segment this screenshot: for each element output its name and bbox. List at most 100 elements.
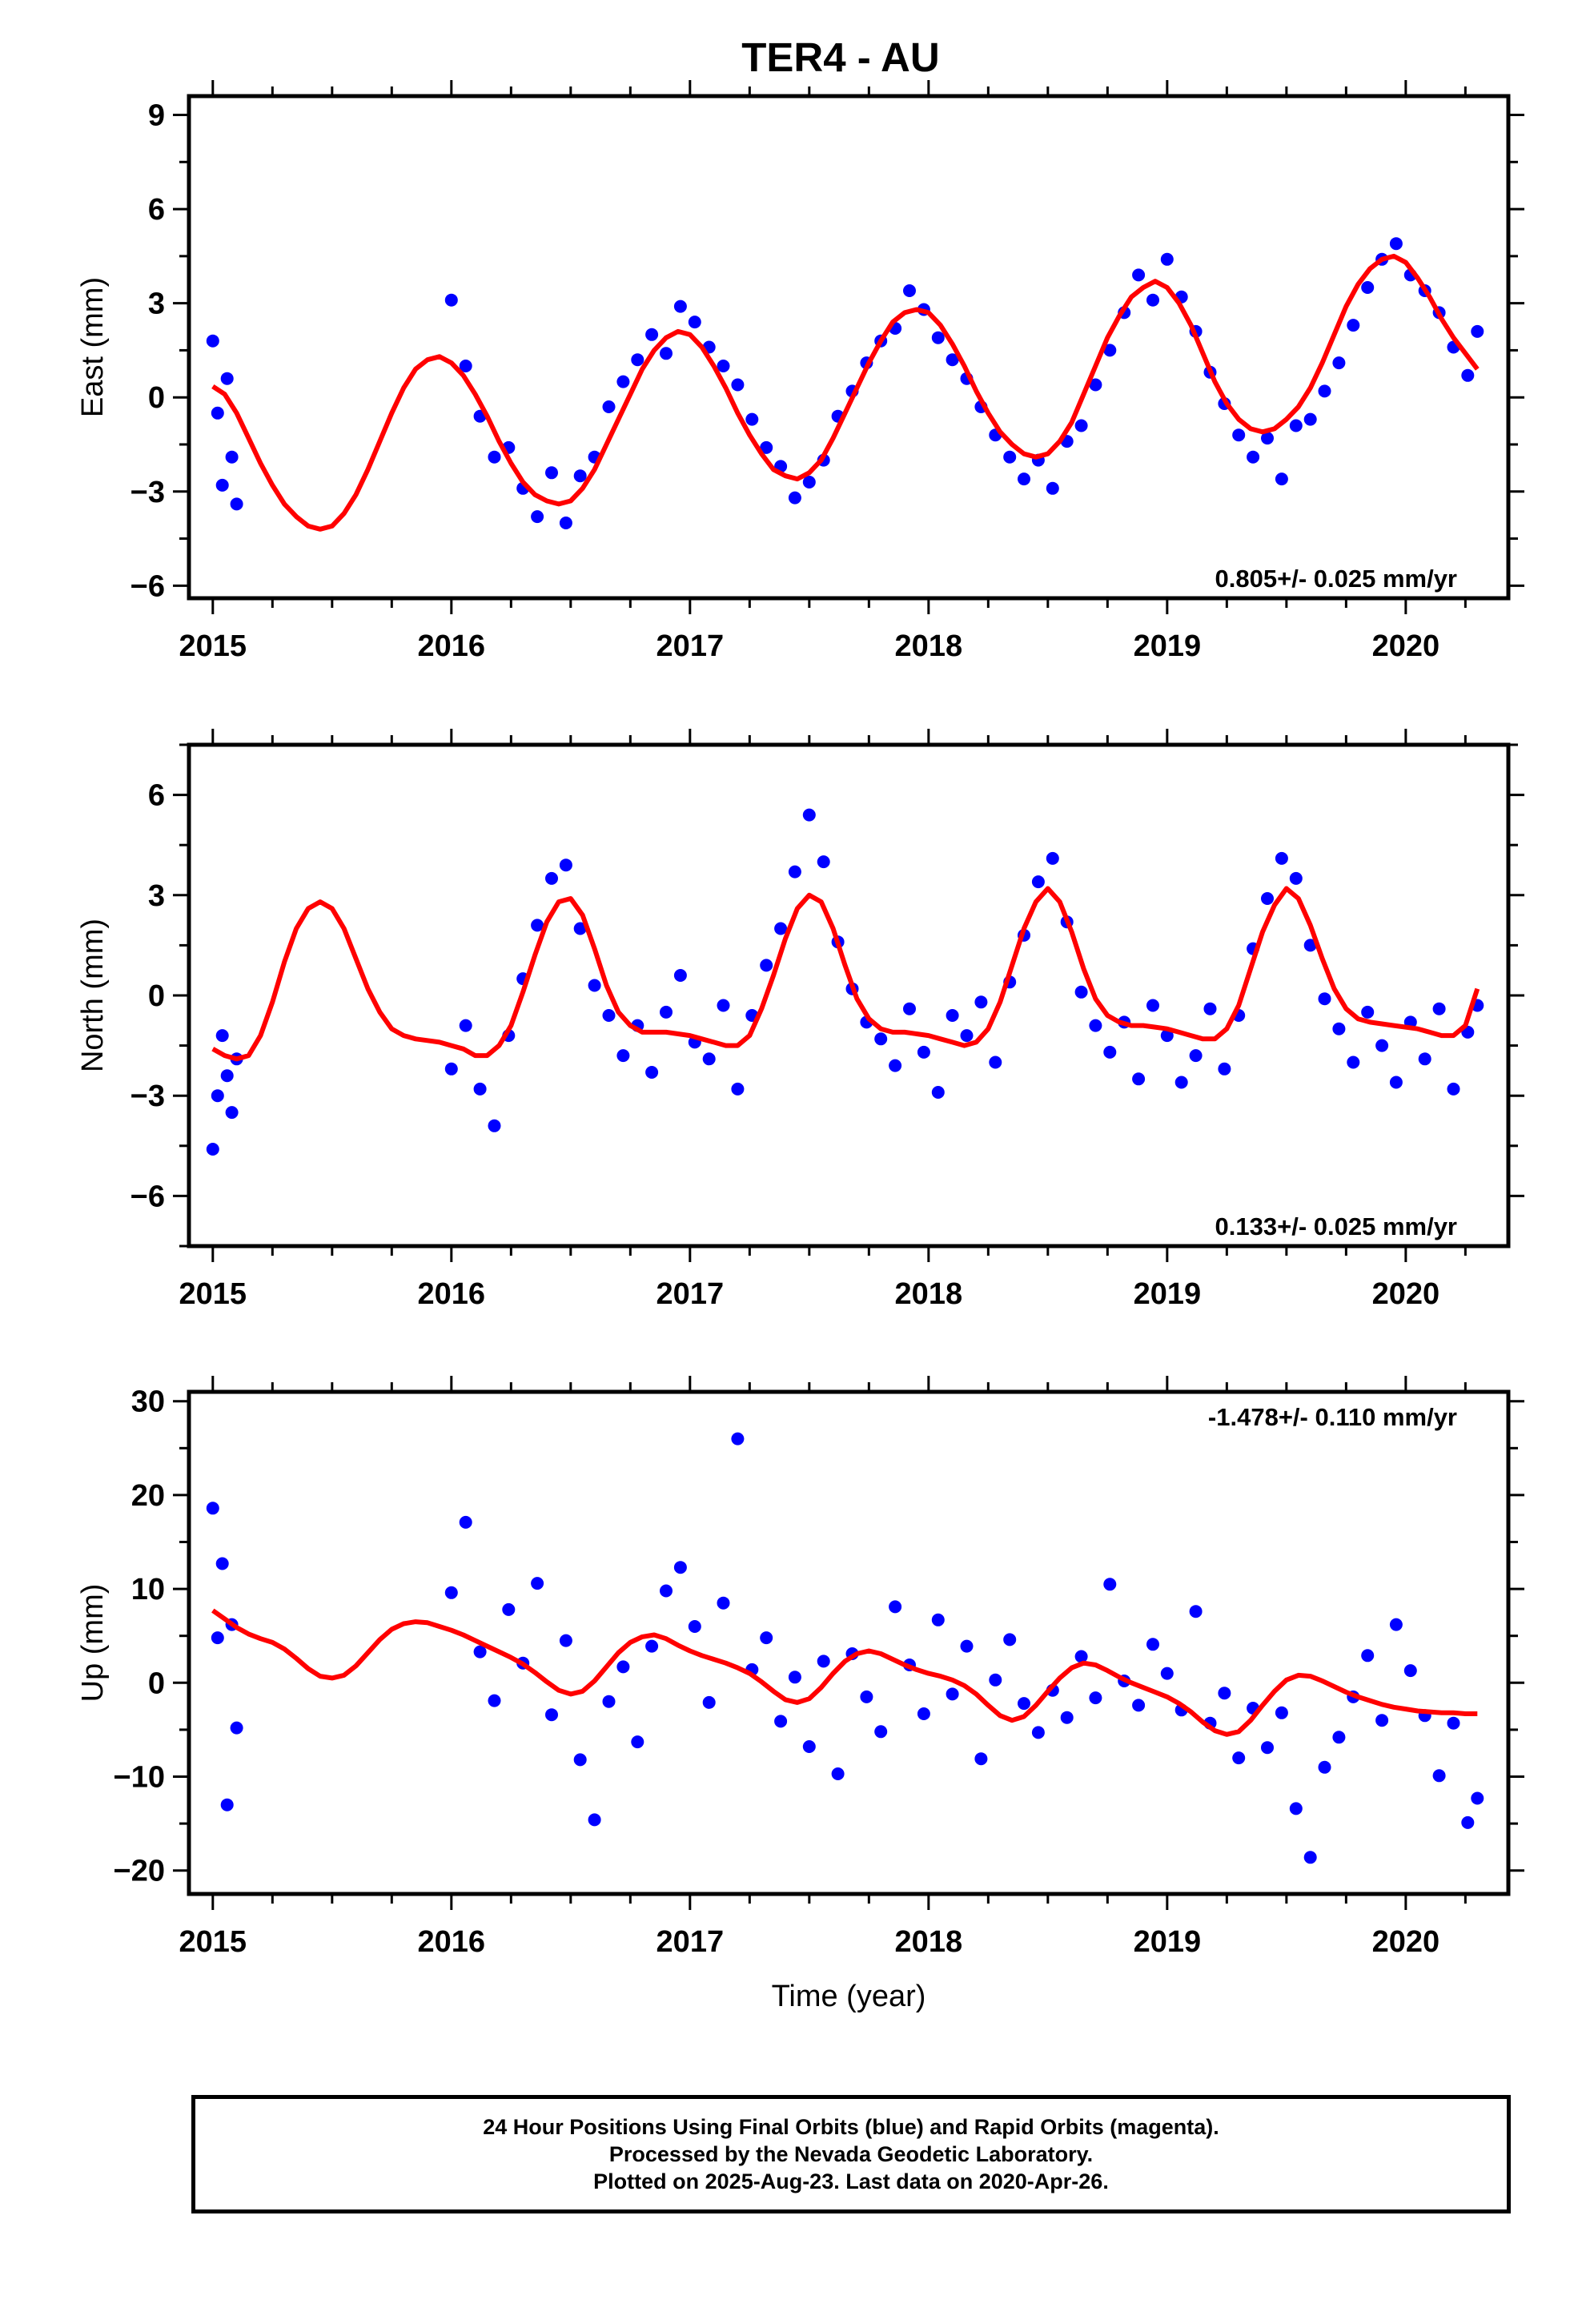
data-point (1203, 1002, 1217, 1015)
data-point (645, 1639, 659, 1653)
y-tick-label: 6 (148, 779, 165, 813)
data-point (788, 491, 801, 505)
data-point (1303, 412, 1317, 426)
data-point (1289, 419, 1303, 432)
data-point (989, 1055, 1002, 1069)
y-tick-label: −20 (114, 1855, 165, 1888)
data-point (1361, 281, 1375, 294)
data-point (903, 284, 916, 297)
data-point (1332, 1022, 1346, 1035)
data-point (1003, 1633, 1017, 1647)
data-point (1318, 384, 1331, 398)
data-point (1160, 1667, 1174, 1680)
data-point (1046, 481, 1059, 495)
y-tick-label: 30 (131, 1385, 165, 1419)
data-point (1146, 1638, 1159, 1651)
data-point (206, 1143, 219, 1156)
data-point (1471, 1791, 1484, 1805)
data-point (1275, 1706, 1288, 1719)
data-point (444, 293, 458, 307)
data-point (660, 1584, 673, 1598)
data-point (1261, 432, 1274, 445)
data-point (788, 1671, 801, 1684)
north-panel: 2015 2016 2017 2018 2019 2020 −6 −3 0 3 6 North (mm… (76, 729, 1524, 1311)
data-point (802, 1740, 816, 1753)
data-point (673, 1561, 687, 1574)
y-tick-label: 0 (148, 381, 165, 415)
data-point (645, 1066, 659, 1079)
data-point (1089, 378, 1102, 392)
x-tick-label: 2020 (1372, 629, 1440, 663)
data-point (211, 406, 224, 420)
data-point (931, 1613, 945, 1626)
data-point (874, 1725, 888, 1739)
y-tick-label: −6 (130, 1180, 165, 1213)
data-point (602, 1009, 616, 1022)
data-point (616, 375, 630, 388)
data-point (1318, 1760, 1331, 1774)
x-tick-label: 2015 (179, 1277, 247, 1311)
plot-frame (187, 742, 1511, 1248)
data-point (1347, 319, 1360, 332)
rate-label: -1.478+/- 0.110 mm/yr (1208, 1403, 1457, 1431)
y-tick-label: 9 (148, 99, 165, 133)
data-point (702, 1695, 716, 1709)
data-point (230, 1721, 243, 1735)
x-tick-label: 2016 (418, 629, 486, 663)
data-point (1132, 268, 1146, 282)
data-point (602, 1695, 616, 1708)
data-point (573, 1753, 587, 1767)
data-point (889, 1600, 902, 1614)
data-point (545, 871, 558, 885)
data-point (1174, 1076, 1188, 1089)
data-point (874, 1032, 888, 1046)
x-tick-label: 2016 (418, 1277, 486, 1311)
data-point (660, 347, 673, 360)
data-point (531, 510, 544, 524)
up-panel: 2015 2016 2017 2018 2019 2020 −20 −10 0 10 20 30 Up … (76, 1376, 1524, 2013)
data-point (717, 360, 730, 372)
data-point (502, 1602, 516, 1616)
x-tick-label: 2017 (656, 1925, 725, 1959)
y-axis-label: East (mm) (76, 277, 110, 417)
data-point (1189, 1049, 1203, 1063)
data-point (1332, 356, 1346, 370)
data-point (559, 858, 572, 872)
data-point (1103, 344, 1117, 357)
caption-box: 24 Hour Positions Using Final Orbits (bl… (191, 2095, 1511, 2213)
data-point (220, 1798, 234, 1811)
data-point (1303, 939, 1317, 952)
y-tick-label: −10 (114, 1761, 165, 1795)
data-point (1089, 1691, 1102, 1705)
data-point (974, 1752, 988, 1766)
data-point (731, 1082, 745, 1096)
caption-line-1: 24 Hour Positions Using Final Orbits (bl… (483, 2115, 1219, 2139)
plot-frame (187, 1389, 1511, 1896)
data-point (1060, 1711, 1074, 1724)
y-tick-label: 3 (148, 287, 165, 321)
data-point (225, 450, 239, 464)
data-point (631, 353, 644, 367)
data-point (1375, 1714, 1389, 1727)
y-tick-label: 0 (148, 1667, 165, 1700)
data-point (1389, 237, 1403, 251)
data-point (946, 1009, 959, 1022)
data-point (225, 1106, 239, 1120)
rate-label: 0.805+/- 0.025 mm/yr (1215, 565, 1457, 593)
data-point (960, 1029, 974, 1043)
data-point (1389, 1076, 1403, 1089)
data-point (1218, 1687, 1231, 1700)
data-point (831, 1767, 845, 1780)
x-tick-label: 2017 (656, 629, 725, 663)
plot-area (206, 1432, 1484, 1864)
data-point (917, 1045, 930, 1059)
data-point (631, 1735, 644, 1749)
data-point (1447, 1716, 1460, 1730)
data-point (211, 1631, 224, 1645)
data-point (774, 922, 788, 935)
data-point (731, 1432, 745, 1445)
y-tick-label: −3 (130, 476, 165, 509)
data-point (1031, 1726, 1045, 1739)
data-point (1432, 1769, 1446, 1783)
data-point (559, 1634, 572, 1647)
